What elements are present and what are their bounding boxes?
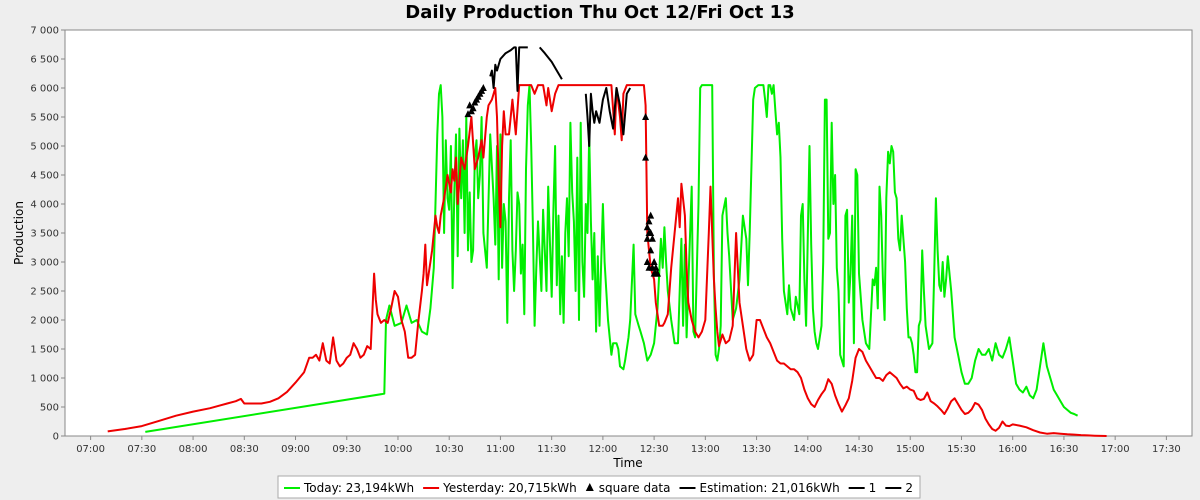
- y-tick-label: 6 000: [30, 84, 59, 95]
- square-data-point: [464, 110, 472, 118]
- square-data-point: [642, 153, 650, 161]
- x-tick-label: 13:00: [691, 444, 720, 455]
- square-data-point: [650, 258, 658, 265]
- series-5-line: [584, 87, 632, 147]
- square-data-point: [479, 84, 487, 91]
- legend-box: [277, 475, 921, 499]
- x-tick-label: 11:30: [537, 444, 566, 455]
- chart-title: Daily Production Thu Oct 12/Fri Oct 13: [405, 2, 794, 23]
- x-tick-label: 16:00: [998, 444, 1027, 455]
- square-data-point: [642, 113, 650, 120]
- x-tick-label: 07:00: [76, 444, 105, 455]
- x-tick-label: 14:00: [793, 444, 822, 455]
- series-0-line: [145, 84, 1079, 433]
- square-data-point: [645, 217, 653, 225]
- x-tick-label: 14:30: [845, 444, 874, 455]
- x-tick-label: 11:00: [486, 444, 515, 455]
- x-tick-label: 17:30: [1152, 444, 1181, 455]
- series-4-line: [538, 46, 563, 80]
- legend-label: Today: 23,194kWh: [303, 481, 414, 495]
- legend-marker: [585, 483, 594, 491]
- square-data-point: [648, 234, 656, 242]
- square-data-markers: [464, 84, 662, 277]
- x-tick-label: 12:30: [640, 444, 669, 455]
- y-tick-label: 5 000: [30, 142, 59, 153]
- x-tick-label: 08:30: [230, 444, 259, 455]
- legend-label: square data: [599, 481, 671, 495]
- square-data-point: [647, 211, 655, 219]
- square-data-point: [643, 234, 651, 242]
- plot-area: [64, 29, 1193, 437]
- x-tick-label: 15:00: [896, 444, 925, 455]
- x-tick-label: 07:30: [127, 444, 156, 455]
- x-tick-label: 12:00: [588, 444, 617, 455]
- square-data-point: [647, 246, 655, 254]
- square-data-point: [654, 269, 662, 277]
- series-layer: [107, 46, 1107, 437]
- legend-2: 2: [885, 481, 913, 495]
- legend-label: Yesterday: 20,715kWh: [442, 481, 577, 495]
- x-tick-label: 08:00: [179, 444, 208, 455]
- legend: Today: 23,194kWh Yesterday: 20,715kWh squa…: [284, 481, 913, 495]
- legend-label: 2: [905, 481, 913, 495]
- y-tick-label: 2 500: [30, 287, 59, 298]
- legend-yesterday: Yesterday: 20,715kWh: [423, 481, 577, 495]
- square-data-point: [652, 263, 660, 271]
- y-axis-label: Production: [12, 201, 26, 265]
- y-tick-label: 1 500: [30, 345, 59, 356]
- legend-square-data: square data: [585, 481, 671, 495]
- y-tick-label: 4 000: [30, 200, 59, 211]
- series-1-line: [107, 84, 1107, 437]
- x-tick-label: 09:00: [281, 444, 310, 455]
- legend-estimation: Estimation: 21,016kWh: [679, 481, 840, 495]
- square-data-point: [647, 229, 655, 236]
- y-tick-label: 3 500: [30, 229, 59, 240]
- x-tick-label: 13:30: [742, 444, 771, 455]
- x-axis-label: Time: [612, 456, 642, 470]
- series-3-line: [489, 46, 528, 92]
- legend-label: Estimation: 21,016kWh: [700, 481, 840, 495]
- y-tick-label: 7 000: [30, 26, 59, 37]
- square-data-point: [643, 223, 651, 231]
- x-axis: 07:00 07:30 08:00 08:30 09:00 09:30 10:00 10:30…: [76, 436, 1181, 455]
- legend-today: Today: 23,194kWh: [284, 481, 414, 495]
- x-tick-label: 10:30: [435, 444, 464, 455]
- square-data-point: [466, 101, 474, 109]
- y-tick-label: 0: [53, 432, 59, 443]
- y-tick-label: 2 000: [30, 316, 59, 327]
- y-tick-label: 1 000: [30, 374, 59, 385]
- x-tick-label: 16:30: [1050, 444, 1079, 455]
- x-tick-label: 17:00: [1101, 444, 1130, 455]
- x-tick-label: 09:30: [332, 444, 361, 455]
- square-data-point: [469, 104, 477, 112]
- x-tick-label: 10:00: [384, 444, 413, 455]
- square-data-point: [643, 258, 651, 265]
- y-axis: 0 500 1 000 1 500 2 000 2 500 3 000 3 500 4 000 4…: [30, 26, 65, 443]
- legend-1: 1: [848, 481, 877, 495]
- y-tick-label: 6 500: [30, 55, 59, 66]
- y-tick-label: 5 500: [30, 113, 59, 124]
- x-tick-label: 15:30: [947, 444, 976, 455]
- legend-label: 1: [869, 481, 877, 495]
- y-tick-label: 3 000: [30, 258, 59, 269]
- y-tick-label: 4 500: [30, 171, 59, 182]
- y-tick-label: 500: [40, 403, 59, 414]
